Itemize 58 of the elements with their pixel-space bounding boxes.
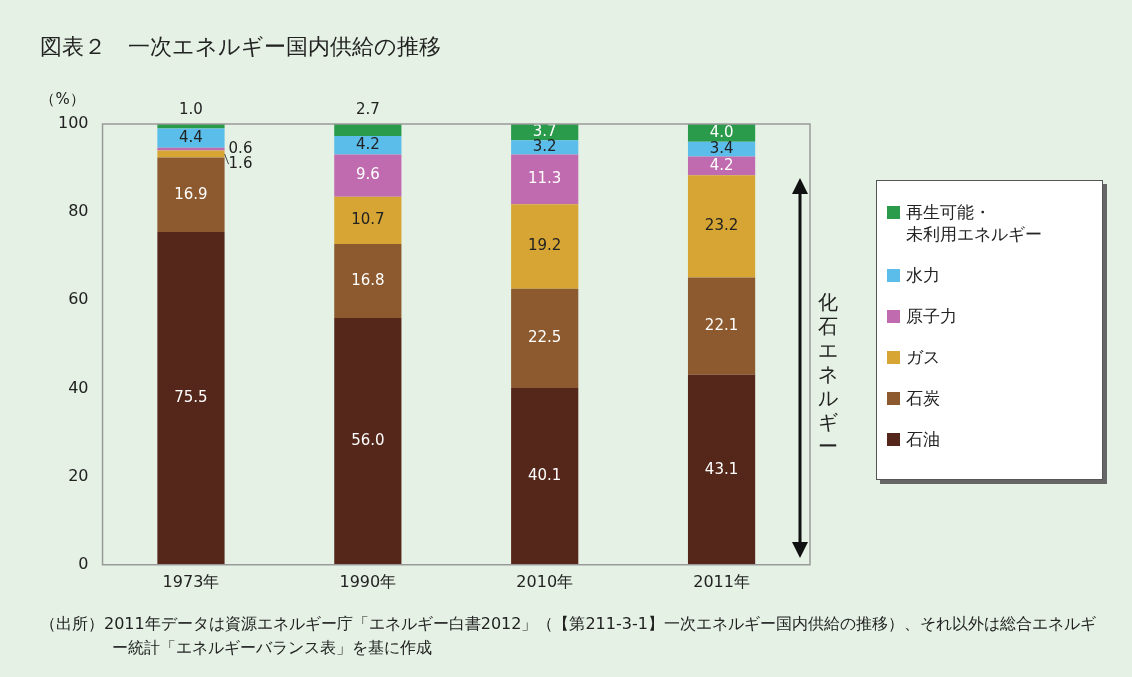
y-tick-label: 100 bbox=[57, 113, 89, 133]
x-tick-label: 1973年 bbox=[162, 571, 220, 591]
legend-label: 再生可能・未利用エネルギー bbox=[906, 201, 1043, 245]
bar bbox=[511, 288, 579, 389]
data-label: 16.9 bbox=[174, 184, 208, 203]
data-label: 19.2 bbox=[528, 236, 562, 255]
bar bbox=[687, 277, 756, 375]
data-label: 75.5 bbox=[174, 388, 208, 407]
y-tick-label: 40 bbox=[68, 377, 89, 397]
legend-label: 石油 bbox=[906, 428, 941, 450]
legend-label: ガス bbox=[906, 346, 941, 368]
bar bbox=[334, 124, 402, 136]
data-label: 9.6 bbox=[355, 165, 380, 184]
data-label: 4.0 bbox=[709, 122, 734, 141]
text: 化石エネルギー bbox=[817, 290, 839, 458]
data-label: 3.4 bbox=[709, 139, 734, 158]
data-label: 16.8 bbox=[351, 270, 385, 289]
data-label: 1.6 bbox=[228, 154, 253, 173]
y-axis-title: （%） bbox=[40, 89, 85, 108]
bar bbox=[511, 204, 579, 289]
data-label: 4.2 bbox=[709, 155, 734, 174]
bar bbox=[687, 374, 756, 565]
data-label: 22.1 bbox=[704, 316, 739, 334]
bar bbox=[157, 157, 225, 232]
bar bbox=[157, 128, 225, 148]
data-label: 1.0 bbox=[179, 99, 203, 118]
legend-label: 水力 bbox=[906, 264, 941, 286]
legend-label: 原子力 bbox=[906, 305, 958, 327]
bar bbox=[334, 196, 402, 244]
data-label: 56.0 bbox=[351, 431, 385, 450]
data-label: 23.2 bbox=[704, 216, 739, 235]
data-label: 3.2 bbox=[532, 137, 557, 156]
data-label: 4.2 bbox=[355, 135, 380, 154]
bar bbox=[511, 388, 579, 565]
bar bbox=[334, 154, 402, 197]
bar bbox=[511, 154, 579, 205]
y-tick-label: 80 bbox=[68, 201, 89, 221]
x-tick-label: 1990年 bbox=[339, 571, 397, 591]
legend-label: 石炭 bbox=[906, 387, 941, 409]
bar bbox=[334, 243, 402, 318]
bar bbox=[157, 232, 225, 565]
y-tick-label: 60 bbox=[68, 289, 89, 309]
data-label: 40.1 bbox=[528, 466, 562, 485]
data-label: 2.7 bbox=[355, 99, 380, 118]
x-tick-label: 2011年 bbox=[693, 571, 750, 591]
y-tick-label: 0 bbox=[78, 553, 89, 573]
text: （出所）2011年データは資源エネルギー庁「エネルギー白書2012」（【第211-3-1】一次エネルギー国内供給の推移）、それ以外は総合エネルギー統計「エネルギーバランス表」を基に作成 bbox=[40, 613, 1097, 659]
bar bbox=[157, 150, 225, 158]
bar bbox=[687, 175, 756, 278]
data-label: 22.5 bbox=[528, 328, 562, 347]
x-tick-label: 2010年 bbox=[516, 571, 574, 591]
y-tick-label: 20 bbox=[68, 465, 89, 485]
data-label: 4.4 bbox=[179, 128, 203, 146]
data-label: 43.1 bbox=[704, 459, 739, 478]
data-label: 11.3 bbox=[528, 169, 562, 188]
bar bbox=[334, 317, 402, 565]
chart-title: 図表２ 一次エネルギー国内供給の推移 bbox=[40, 33, 441, 61]
data-label: 10.7 bbox=[351, 210, 385, 229]
